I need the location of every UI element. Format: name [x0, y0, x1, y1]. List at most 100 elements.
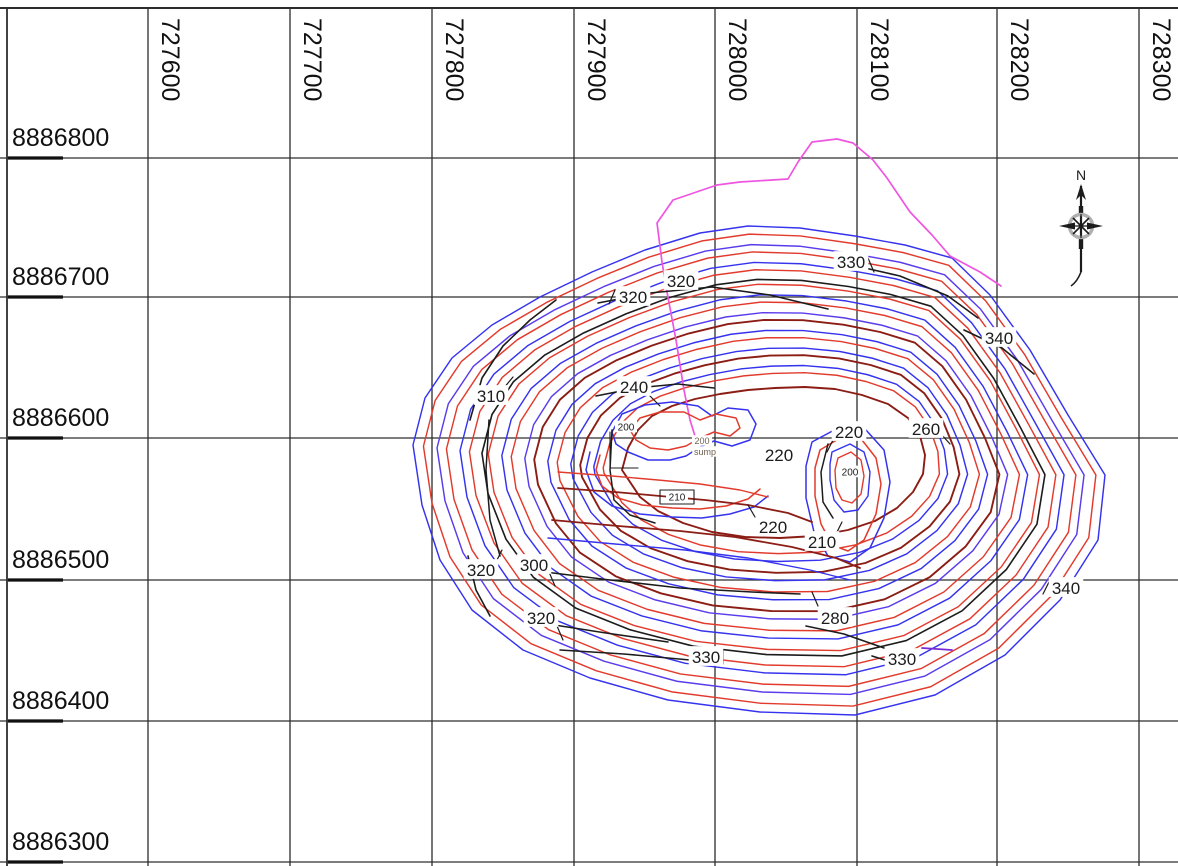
contour-detail-line — [867, 257, 875, 273]
bench-contour-ring — [459, 261, 1065, 676]
northing-label: 8886300 — [12, 828, 109, 856]
contour-detail-line — [855, 265, 979, 319]
contour-label: 210 — [669, 492, 686, 503]
contour-labels-layer: 320 320 330 340 310 240 220 260 220 220 210 320 300 3… — [463, 251, 1084, 669]
northing-label: 8886500 — [12, 546, 109, 574]
bench-contour-ring — [487, 283, 1041, 652]
contour-label: 200 — [618, 422, 635, 433]
contour-label-mask — [817, 607, 853, 627]
contour-label: 200 — [694, 436, 709, 446]
northing-label: 8886600 — [12, 404, 109, 432]
contour-detail-line — [547, 537, 851, 581]
contour-detail-line — [647, 393, 661, 407]
pit-contours-layer — [412, 225, 1106, 716]
contour-label: 280 — [821, 609, 849, 628]
contour-detail-line — [485, 419, 501, 557]
bench-contour-ring — [570, 347, 969, 582]
contour-label-mask — [523, 607, 559, 627]
contour-label-mask — [616, 376, 652, 396]
contour-label: sump — [694, 447, 716, 457]
north-label: N — [1076, 167, 1086, 183]
bench-contour-ring — [422, 233, 1097, 707]
compass-bar-bottom — [1078, 236, 1084, 249]
label-box — [609, 431, 639, 469]
contour-detail-line — [595, 383, 715, 397]
bench-contour-ring — [445, 251, 1077, 688]
contour-detail-line — [544, 571, 801, 595]
contour-detail-line — [826, 439, 834, 453]
contour-detail-line — [820, 443, 834, 519]
contour-label-mask — [615, 286, 651, 306]
contour-label-mask — [1048, 577, 1084, 597]
contour-detail-line — [805, 625, 885, 649]
bench-contour-ring — [556, 336, 981, 593]
contour-label: 220 — [759, 518, 787, 537]
contour-detail-line — [629, 411, 741, 451]
contour-label: 240 — [620, 378, 648, 397]
axis-labels-layer: 8886800 8886700 8886600 8886500 8886400 88863… — [12, 18, 1175, 856]
contour-detail-line — [559, 649, 691, 661]
contour-label: 220 — [835, 423, 863, 442]
contour-label: 200 — [842, 467, 859, 478]
contour-detail-line — [556, 625, 564, 641]
compass-bar-top — [1078, 206, 1084, 216]
contour-label: 340 — [985, 329, 1013, 348]
contour-detail-line — [811, 591, 819, 607]
bench-contour-ring — [579, 354, 961, 574]
contour-label: 330 — [692, 648, 720, 667]
north-arrow: N — [1059, 167, 1103, 287]
grid-layer — [0, 7, 1178, 866]
contour-label-mask — [666, 490, 688, 503]
bench-contour-ring — [524, 311, 1009, 620]
contour-label: 210 — [808, 533, 836, 552]
contour-label: 320 — [619, 288, 647, 307]
contour-label-mask — [516, 554, 552, 574]
contour-label: 220 — [765, 446, 793, 465]
easting-label: 727900 — [582, 18, 610, 101]
contour-label: 260 — [912, 420, 940, 439]
ramp-line — [656, 138, 1002, 437]
contour-label-mask — [908, 418, 944, 438]
contour-label: 310 — [477, 387, 505, 406]
contour-label: 320 — [527, 609, 555, 628]
contour-detail-line — [963, 329, 1035, 375]
contour-label-mask — [833, 251, 869, 271]
contour-label-mask — [804, 531, 840, 551]
contour-label: 320 — [467, 561, 495, 580]
easting-label: 728200 — [1005, 18, 1033, 101]
northing-label: 8886700 — [12, 263, 109, 291]
contour-detail-line — [551, 519, 861, 569]
easting-label: 727600 — [156, 18, 184, 101]
contour-label-mask — [691, 435, 713, 446]
contour-detail-line — [595, 454, 761, 510]
contour-label-mask — [463, 559, 499, 579]
contour-label-mask — [473, 385, 509, 405]
compass-wing-west — [1059, 222, 1075, 230]
bench-contour-ring — [412, 225, 1106, 716]
contour-detail-line — [921, 647, 953, 651]
contour-detail-line — [557, 487, 813, 523]
northing-label: 8886800 — [12, 124, 109, 152]
bench-contour-ring — [602, 371, 941, 555]
contour-detail-line — [548, 571, 556, 587]
contour-detail-line — [608, 289, 616, 305]
contour-detail-line — [747, 504, 756, 518]
contour-detail-line — [834, 451, 865, 504]
contour-label: 330 — [888, 650, 916, 669]
easting-label: 727800 — [440, 18, 468, 101]
contour-label: 320 — [667, 272, 695, 291]
bench-contour-ring — [533, 319, 1001, 613]
northing-label: 8886400 — [12, 687, 109, 715]
label-box-layer — [609, 431, 695, 505]
easting-label: 728300 — [1147, 18, 1175, 101]
bench-contour-ring — [481, 278, 1046, 657]
contour-detail-line — [609, 429, 656, 524]
contour-detail-line — [1042, 581, 1050, 595]
contour-detail-line — [611, 401, 757, 461]
contour-label-mask — [688, 646, 724, 666]
contour-label-mask — [692, 446, 718, 457]
contour-detail-line — [557, 471, 769, 498]
contour-detail-line — [585, 451, 769, 519]
